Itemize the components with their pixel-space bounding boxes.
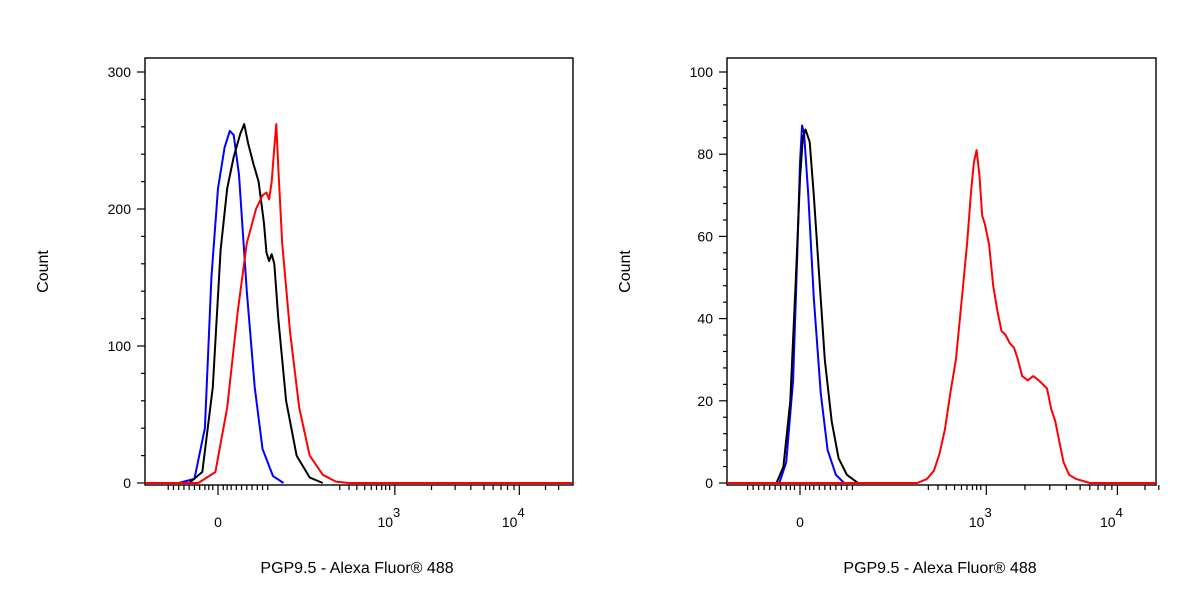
chart-1-x-tick-label: 104 xyxy=(502,505,525,530)
chart-2-plot-frame xyxy=(726,57,1157,486)
chart-1-series-2-line xyxy=(145,123,324,484)
chart-2: 0 20 40 60 80 100 0 103 104 PGP9.5 - Alexa Fluor®… xyxy=(617,57,1160,577)
chart-1-y-axis-title: Count xyxy=(35,250,52,293)
chart-2-x-axis-title: PGP9.5 - Alexa Fluor® 488 xyxy=(843,560,1036,577)
chart-1-y-tick-label: 100 xyxy=(108,338,132,354)
chart-2-series-1-line xyxy=(727,124,845,484)
chart-2-x-tick-label: 104 xyxy=(1100,505,1123,530)
chart-1: 0 100 200 300 0 103 104 PGP9.5 - Alexa Fluor® 4… xyxy=(35,57,574,577)
chart-1-x-tick-label: 103 xyxy=(377,505,400,530)
chart-1-y-tick-label: 300 xyxy=(108,64,132,80)
chart-1-y-tick-label: 0 xyxy=(123,475,131,491)
chart-1-series-3-line xyxy=(145,123,573,484)
chart-1-y-tick-label: 200 xyxy=(108,201,132,217)
chart-1-series-1-line xyxy=(145,129,285,484)
chart-2-series-3-line xyxy=(727,149,1156,484)
chart-1-plot-frame xyxy=(144,57,574,486)
chart-2-y-axis-title: Count xyxy=(617,250,634,293)
chart-2-x-tick-label: 0 xyxy=(796,514,804,530)
chart-2-y-tick-label: 20 xyxy=(697,393,713,409)
chart-2-y-tick-label: 0 xyxy=(705,475,713,491)
chart-1-x-tick-label: 0 xyxy=(214,514,222,530)
chart-2-y-tick-label: 60 xyxy=(697,228,713,244)
chart-1-x-axis-title: PGP9.5 - Alexa Fluor® 488 xyxy=(260,560,453,577)
chart-2-y-tick-label: 80 xyxy=(697,146,713,162)
chart-2-y-tick-label: 100 xyxy=(690,64,714,80)
chart-2-y-tick-label: 40 xyxy=(697,311,713,327)
chart-2-x-tick-label: 103 xyxy=(969,505,992,530)
chart-2-series-2-line xyxy=(727,128,859,484)
